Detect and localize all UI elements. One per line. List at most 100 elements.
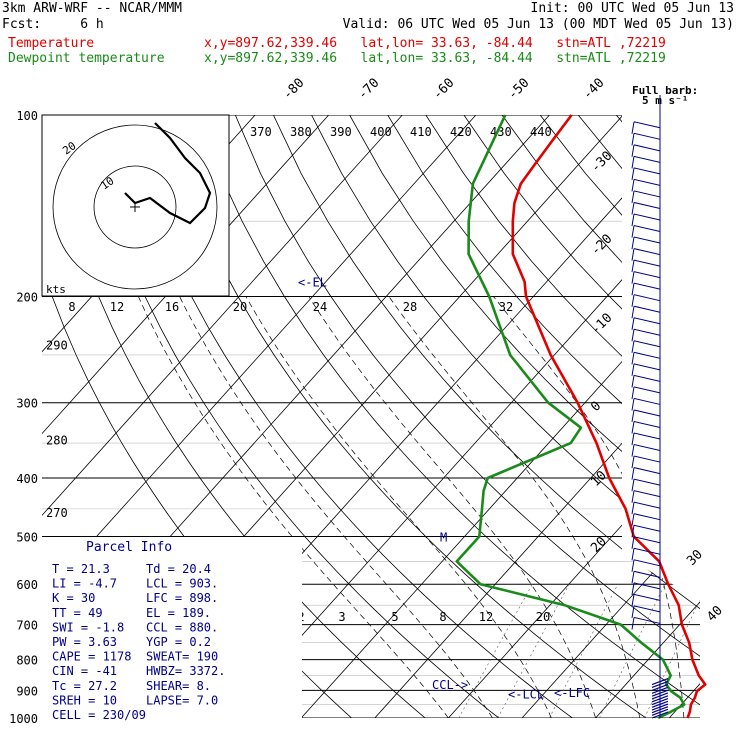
wind-barb	[633, 616, 661, 624]
parcel-info-value: TT = 49	[52, 606, 103, 620]
wind-barb-lower	[651, 703, 669, 711]
parcel-info-value: SWI = -1.8	[52, 620, 124, 634]
isotherm-top-label: -70	[355, 76, 382, 103]
wind-barb	[633, 213, 661, 221]
wind-barb	[633, 236, 661, 244]
wind-barb-flag	[631, 502, 635, 515]
isotherm-right-label: 0	[588, 399, 604, 415]
isotherm-right-label: -30	[588, 149, 615, 176]
dewpoint-legend-label: Dewpoint temperature	[8, 51, 165, 66]
theta-top-label: 390	[330, 125, 352, 139]
isotherm-line	[668, 115, 700, 718]
wind-barb	[633, 155, 661, 163]
wind-barb-flag	[631, 213, 635, 227]
theta-top-label: 380	[290, 125, 312, 139]
moist-adiabat-line	[179, 296, 493, 718]
wind-barb	[633, 478, 661, 486]
wind-barb-flag	[631, 605, 635, 618]
wind-barb	[633, 582, 661, 590]
wind-barb-flag	[631, 409, 635, 423]
pressure-tick-label: 200	[16, 291, 38, 305]
theta-left-label: 290	[46, 338, 68, 352]
parcel-info-box	[42, 537, 302, 727]
wind-barb	[633, 547, 661, 555]
dry-adiabat-line	[311, 115, 700, 718]
parcel-info-value: Tc = 27.2	[52, 679, 117, 693]
wind-barb-flag	[631, 190, 635, 204]
wind-barb	[633, 363, 661, 371]
pressure-tick-label: 400	[16, 472, 38, 486]
isotherm-top-label: -80	[280, 76, 307, 103]
mixing-ratio-mid-label: 12	[110, 300, 124, 314]
wind-barb	[633, 317, 661, 325]
wind-barb	[633, 121, 661, 129]
wind-barb-flag	[631, 352, 635, 365]
parcel-info-title: Parcel Info	[86, 540, 172, 555]
wind-barb	[633, 490, 661, 498]
wind-barb-flag	[631, 156, 635, 169]
isotherm-top-label: -50	[505, 76, 532, 103]
wind-barb-flag	[631, 432, 635, 446]
isotherm-line	[595, 115, 700, 718]
theta-left-label: 270	[46, 506, 68, 520]
parcel-info-value: T = 21.3	[52, 562, 110, 576]
wind-barb	[633, 351, 661, 359]
wind-barb	[633, 328, 661, 336]
wind-barb	[633, 397, 661, 405]
parcel-info-value: PW = 3.63	[52, 635, 117, 649]
wind-barb-lower	[651, 680, 669, 689]
pressure-tick-label: 300	[16, 397, 38, 411]
level-annotation: M	[440, 530, 447, 544]
dry-adiabat-line	[196, 115, 700, 718]
parcel-info-value: LAPSE= 7.0	[146, 693, 218, 707]
parcel-info-value: LFC = 898.	[146, 591, 218, 605]
parcel-info-value: CCL = 880.	[146, 620, 218, 634]
dry-adiabat-line	[234, 115, 700, 718]
mixing-ratio-low-label: 20	[536, 610, 550, 624]
isotherm-line	[42, 115, 477, 718]
wind-barb-lower	[651, 692, 669, 700]
isotherm-line	[448, 115, 700, 718]
parcel-info-value: K = 30	[52, 591, 95, 605]
pressure-tick-label: 700	[16, 619, 38, 633]
wind-barb-flag	[631, 386, 635, 399]
dry-adiabat-line	[731, 115, 740, 731]
isotherm-right-label: 40	[704, 603, 726, 625]
hodograph-ring-label: 20	[60, 139, 78, 157]
mixing-ratio-low-label: 3	[338, 610, 345, 624]
wind-barb-flag	[631, 167, 635, 180]
level-annotation: CCL->	[432, 678, 468, 692]
dry-adiabat-line	[577, 115, 700, 718]
wind-barb	[633, 432, 661, 440]
wind-barb-lower	[651, 677, 669, 686]
wind-barb	[633, 132, 661, 140]
forecast-hour: Fcst: 6 h	[2, 17, 104, 32]
wind-barb-lower	[651, 698, 669, 706]
mixing-ratio-mid-label: 32	[499, 300, 513, 314]
wind-barb-lower	[651, 683, 669, 691]
hodograph-ring-10	[93, 165, 177, 249]
hodograph-ring-20	[52, 124, 218, 290]
temperature-legend-info: x,y=897.62,339.46 lat,lon= 33.63, -84.44…	[204, 36, 666, 51]
wind-barb-lower	[651, 686, 669, 694]
wind-barb	[633, 248, 661, 256]
wind-barb	[633, 455, 661, 463]
wind-barb-flag	[631, 202, 635, 215]
theta-top-label: 440	[530, 125, 552, 139]
wind-barb	[633, 305, 661, 313]
wind-barb-flag	[631, 582, 635, 595]
isotherm-right-label: 30	[684, 547, 706, 569]
mixing-ratio-mid-label: 16	[165, 300, 179, 314]
parcel-info-value: CIN = -41	[52, 664, 117, 678]
wind-barb-flag	[631, 260, 635, 273]
dry-adiabat-line	[158, 115, 665, 718]
hodograph-ring-label: 10	[98, 174, 116, 192]
wind-barb-flag	[631, 525, 635, 538]
wind-barb-lower	[651, 708, 669, 716]
pressure-tick-label: 800	[16, 654, 38, 668]
wind-barb	[633, 271, 661, 279]
isotherm-top-label: -40	[580, 76, 607, 103]
wind-barb-flag	[631, 271, 635, 284]
mixing-ratio-low-label: 5	[391, 610, 398, 624]
